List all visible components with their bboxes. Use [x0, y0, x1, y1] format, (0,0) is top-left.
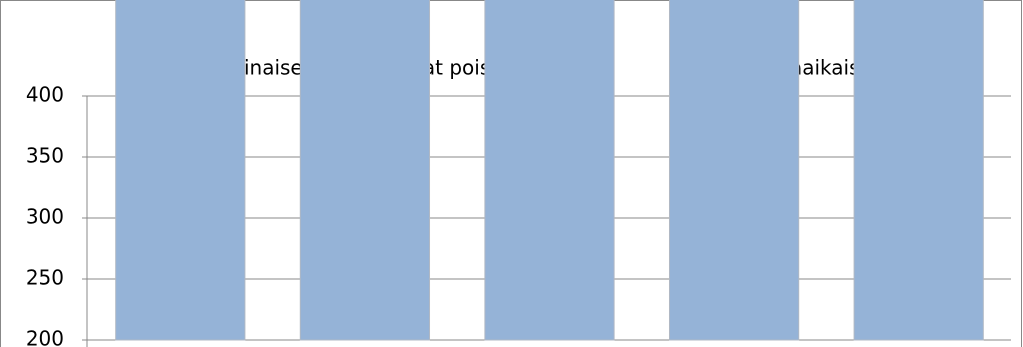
bar-segment [484, 0, 615, 341]
bar-segment [299, 0, 431, 341]
y-tick-label: 200 [26, 327, 64, 347]
y-tick-label: 300 [26, 205, 64, 229]
bar-segment [668, 0, 800, 341]
bar-segment [853, 0, 984, 341]
y-tick-label: 400 [26, 83, 64, 107]
y-tick-label: 350 [26, 144, 64, 168]
bar-segment [115, 0, 246, 341]
y-tick-label: 250 [26, 266, 64, 290]
